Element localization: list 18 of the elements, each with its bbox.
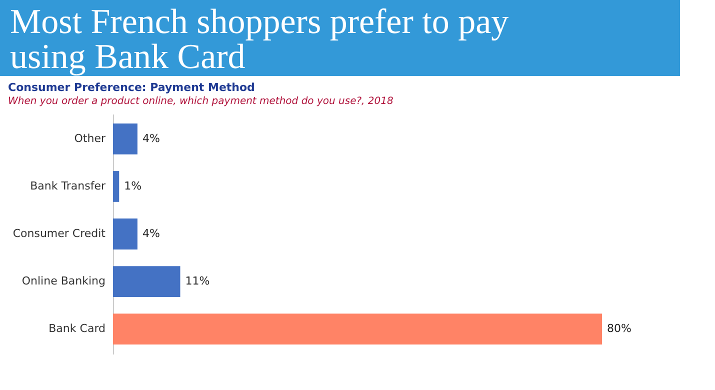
bar [113,314,602,344]
y-tick-label: Consumer Credit [12,227,106,240]
bar [113,218,138,250]
data-label: 4% [142,227,160,240]
y-tick-label: Bank Transfer [30,179,106,192]
data-label: 4% [142,132,160,145]
y-tick-label: Bank Card [48,322,106,336]
text: When you order a product online, which payment method do you use?, 2018 [8,96,394,107]
data-label: 1% [124,179,142,192]
chart-subtitle: Consumer Preference: Payment Method [8,81,255,94]
data-label: 80% [607,322,632,336]
data-label: 11% [185,274,210,288]
bar [113,124,138,154]
chart-title: Most French shoppers prefer to pay using Bank Card [0,0,680,76]
bar [113,266,180,297]
y-tick-label: Other [74,132,106,145]
y-tick-label: Online Banking [22,274,106,288]
bar [113,171,120,202]
